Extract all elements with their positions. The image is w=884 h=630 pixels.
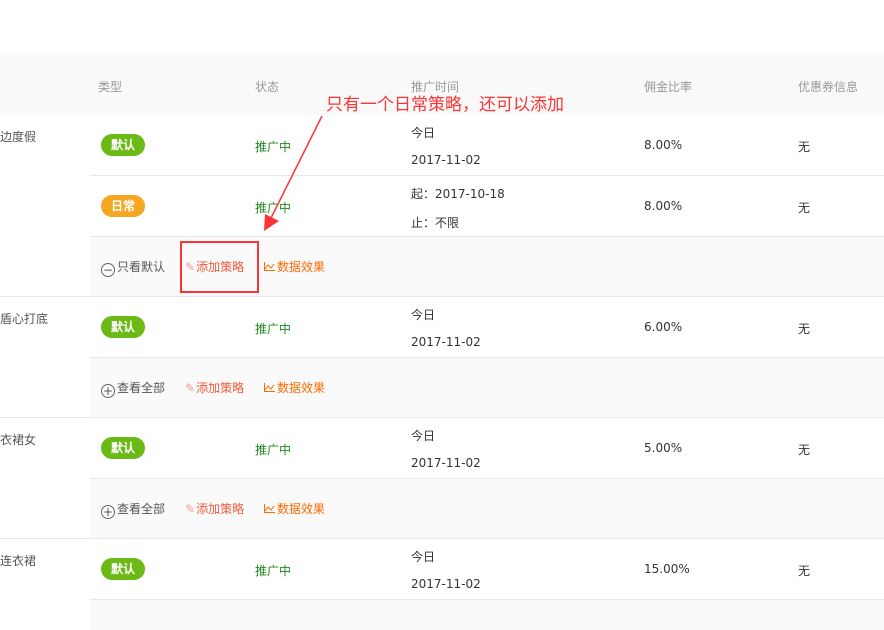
commission-rate: 5.00% <box>644 441 683 455</box>
row-divider <box>90 599 884 600</box>
toggle-expand-button[interactable]: + 查看全部 <box>101 379 165 398</box>
line-chart-icon <box>264 381 275 395</box>
plus-circle-icon: + <box>101 384 115 398</box>
coupon-info: 无 <box>798 140 811 154</box>
group-divider <box>0 417 884 418</box>
row-divider <box>90 175 884 176</box>
annotation-highlight-box <box>180 241 259 293</box>
time-line-1: 今日 <box>411 550 436 564</box>
add-strategy-label: 添加策略 <box>196 502 245 516</box>
status-text: 推广中 <box>255 322 292 336</box>
strategy-row: 日常 推广中 起：2017-10-18 止：不限 8.00% 无 <box>0 176 884 237</box>
time-line-1: 今日 <box>411 429 436 443</box>
edit-icon: ✎ <box>185 381 196 395</box>
group-divider <box>0 296 884 297</box>
toggle-label: 查看全部 <box>117 502 166 516</box>
commission-rate: 6.00% <box>644 320 683 334</box>
product-name[interactable]: 边度假 <box>0 130 37 144</box>
toggle-label: 查看全部 <box>117 381 166 395</box>
row-divider <box>90 478 884 479</box>
toggle-expand-button[interactable]: + 查看全部 <box>101 500 165 519</box>
time-line-1: 起：2017-10-18 <box>411 187 505 201</box>
coupon-info: 无 <box>798 201 811 215</box>
edit-icon: ✎ <box>185 502 196 516</box>
data-effect-link[interactable]: 数据效果 <box>264 258 325 275</box>
type-badge-default: 默认 <box>101 437 145 459</box>
group-divider <box>0 538 884 539</box>
commission-rate: 15.00% <box>644 562 690 576</box>
data-effect-link[interactable]: 数据效果 <box>264 500 325 517</box>
strategy-row: 默认 推广中 今日 2017-11-02 6.00% 无 <box>0 297 884 358</box>
plus-circle-icon: + <box>101 505 115 519</box>
product-name[interactable]: 衣裙女 <box>0 433 37 447</box>
data-effect-label: 数据效果 <box>277 502 326 516</box>
toggle-collapse-button[interactable]: − 只看默认 <box>101 258 165 277</box>
product-name[interactable]: 连衣裙 <box>0 554 37 568</box>
table-header: 类型 状态 推广时间 佣金比率 优惠券信息 <box>0 55 884 115</box>
line-chart-icon <box>264 502 275 516</box>
coupon-info: 无 <box>798 564 811 578</box>
type-badge-default: 默认 <box>101 316 145 338</box>
toggle-label: 只看默认 <box>117 260 166 274</box>
time-line-1: 今日 <box>411 126 436 140</box>
column-header-rate: 佣金比率 <box>644 80 693 94</box>
time-line-2: 2017-11-02 <box>411 335 481 349</box>
edit-icon: ✎ <box>185 260 196 274</box>
coupon-info: 无 <box>798 443 811 457</box>
status-text: 推广中 <box>255 443 292 457</box>
action-row: − 只看默认 ✎添加策略 数据效果 <box>90 237 884 297</box>
column-header-status: 状态 <box>255 80 280 94</box>
time-line-2: 2017-11-02 <box>411 577 481 591</box>
data-effect-label: 数据效果 <box>277 381 326 395</box>
action-row: + 查看全部 ✎添加策略 数据效果 <box>90 358 884 418</box>
add-strategy-link[interactable]: ✎添加策略 <box>185 258 244 275</box>
time-line-2: 2017-11-02 <box>411 456 481 470</box>
data-effect-label: 数据效果 <box>277 260 326 274</box>
action-row <box>90 600 884 630</box>
strategy-row: 默认 推广中 今日 2017-11-02 5.00% 无 <box>0 418 884 479</box>
column-header-type: 类型 <box>98 80 123 94</box>
add-strategy-label: 添加策略 <box>196 381 245 395</box>
type-badge-daily: 日常 <box>101 195 145 217</box>
time-line-2: 止：不限 <box>411 216 460 230</box>
column-header-time: 推广时间 <box>411 80 460 94</box>
row-divider <box>90 236 884 237</box>
column-header-coupon: 优惠券信息 <box>798 80 859 94</box>
annotation-text: 只有一个日常策略，还可以添加 <box>326 95 564 115</box>
time-line-2: 2017-11-02 <box>411 153 481 167</box>
row-divider <box>90 357 884 358</box>
type-badge-default: 默认 <box>101 558 145 580</box>
coupon-info: 无 <box>798 322 811 336</box>
type-badge-default: 默认 <box>101 134 145 156</box>
product-name[interactable]: 盾心打底 <box>0 312 49 326</box>
status-text: 推广中 <box>255 140 292 154</box>
time-line-1: 今日 <box>411 308 436 322</box>
action-row: + 查看全部 ✎添加策略 数据效果 <box>90 479 884 539</box>
add-strategy-link[interactable]: ✎添加策略 <box>185 500 244 517</box>
add-strategy-label: 添加策略 <box>196 260 245 274</box>
commission-rate: 8.00% <box>644 199 683 213</box>
commission-rate: 8.00% <box>644 138 683 152</box>
minus-circle-icon: − <box>101 263 115 277</box>
status-text: 推广中 <box>255 564 292 578</box>
strategy-row: 默认 推广中 今日 2017-11-02 15.00% 无 <box>0 539 884 600</box>
line-chart-icon <box>264 260 275 274</box>
status-text: 推广中 <box>255 201 292 215</box>
data-effect-link[interactable]: 数据效果 <box>264 379 325 396</box>
add-strategy-link[interactable]: ✎添加策略 <box>185 379 244 396</box>
strategy-row: 默认 推广中 今日 2017-11-02 8.00% 无 <box>0 115 884 176</box>
